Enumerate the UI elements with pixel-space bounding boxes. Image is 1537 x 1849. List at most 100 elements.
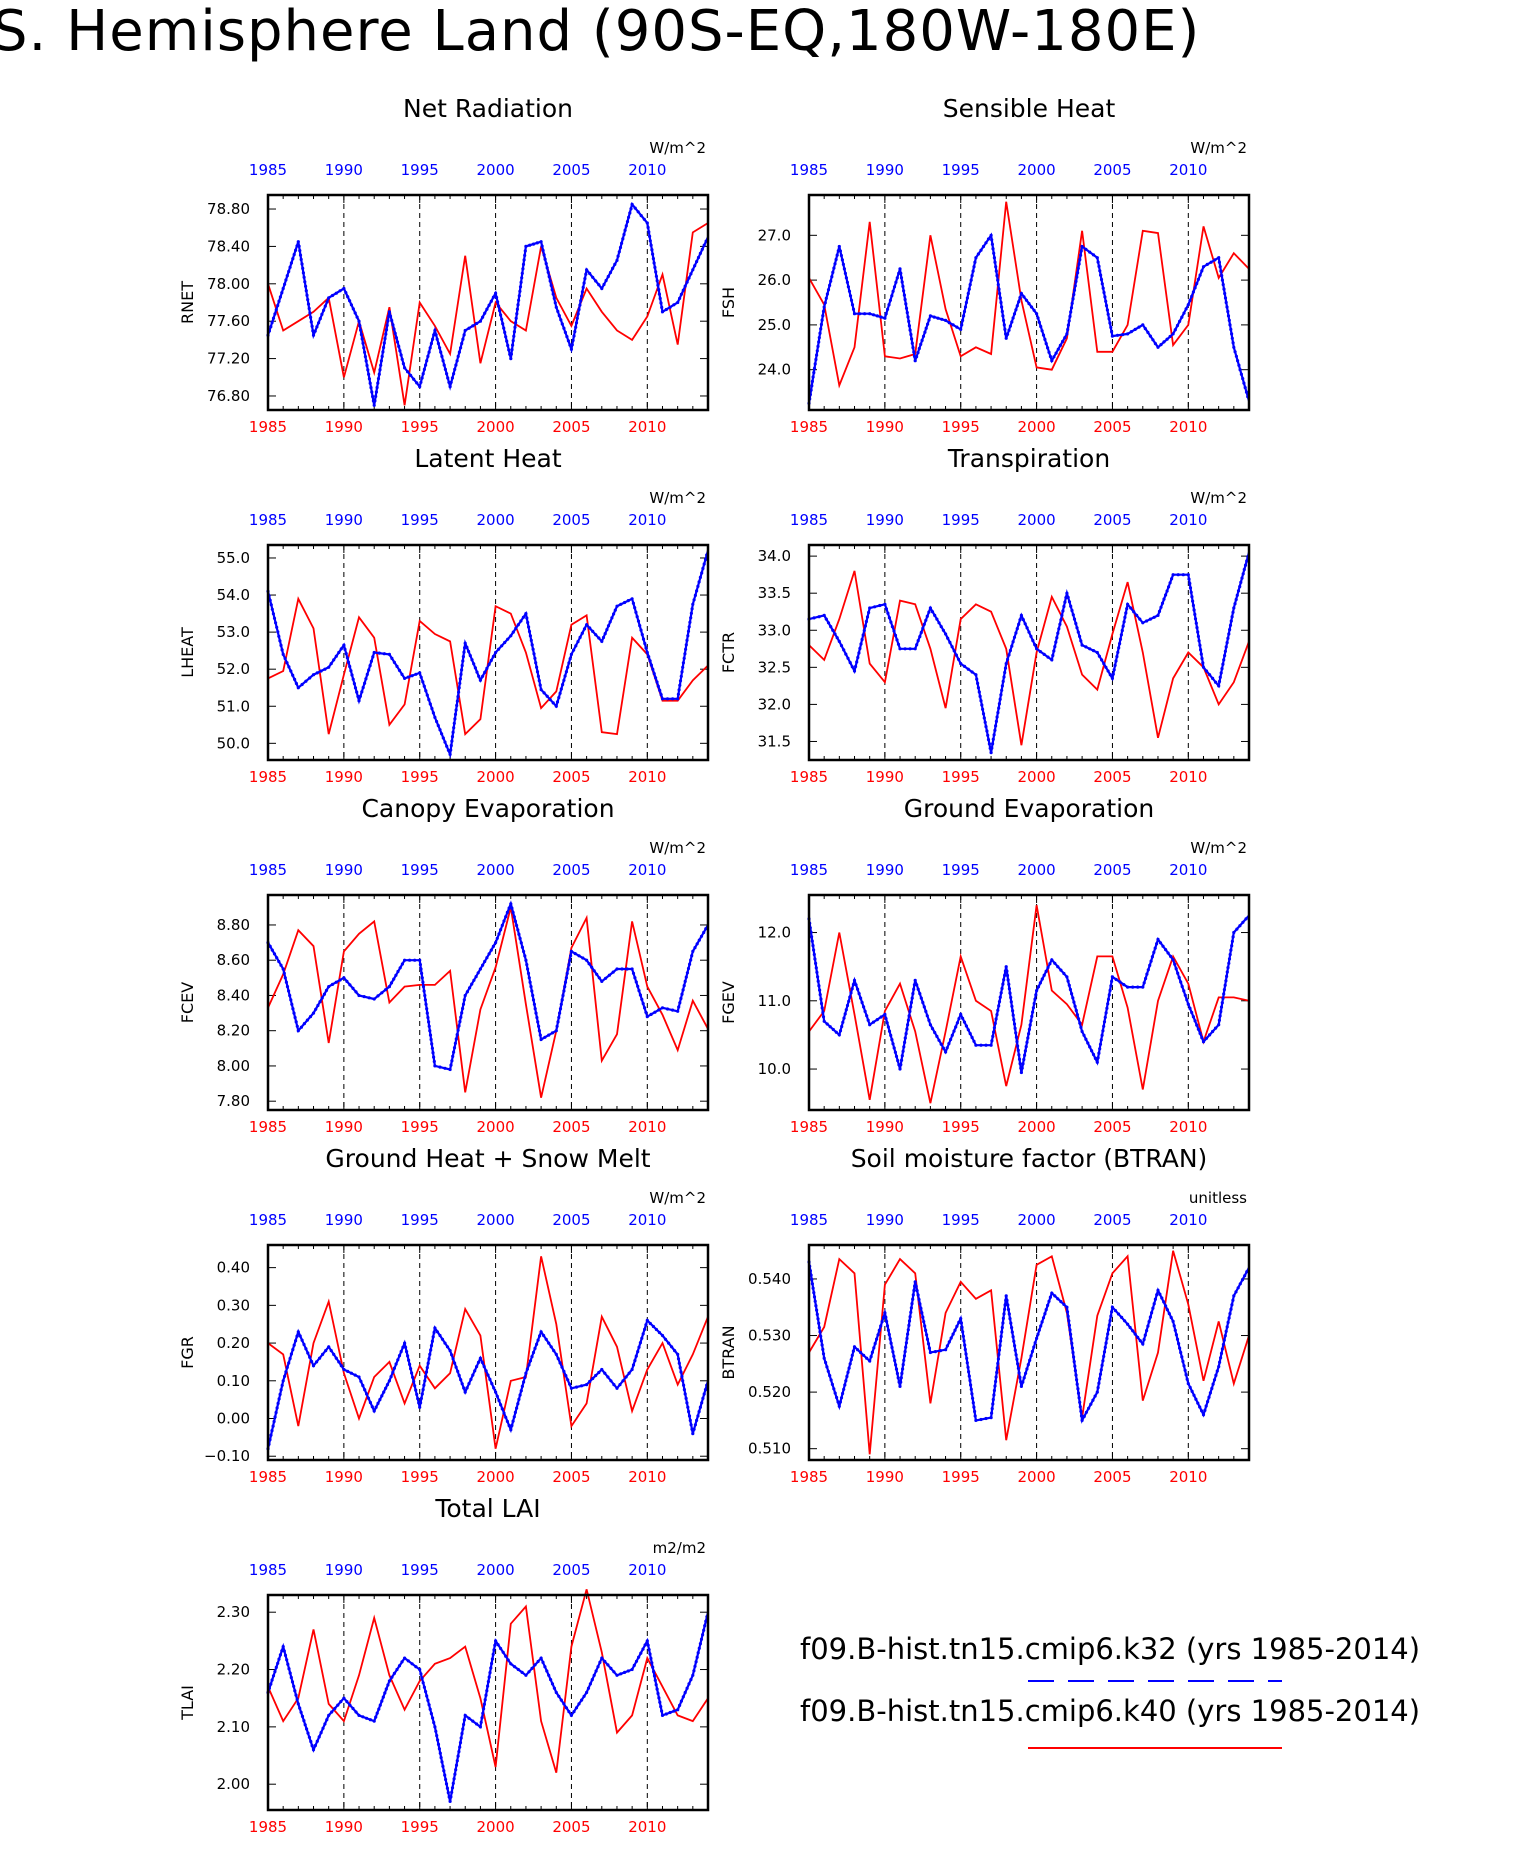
series-dot xyxy=(1051,653,1055,658)
series-dot xyxy=(1200,1409,1204,1413)
series-dot xyxy=(582,281,586,285)
series-dot xyxy=(281,967,285,971)
series-dot xyxy=(979,1417,983,1422)
series-dot xyxy=(1117,646,1121,650)
x-tick-label-bottom: 1995 xyxy=(942,768,980,786)
series-dot xyxy=(835,253,839,257)
series-dot xyxy=(451,1357,455,1361)
series-dot xyxy=(1217,684,1221,688)
series-dot xyxy=(1027,1032,1031,1036)
series-dot xyxy=(1003,1303,1007,1307)
series-dot xyxy=(511,339,515,343)
series-dot xyxy=(281,652,285,657)
series-dot xyxy=(1013,1344,1017,1348)
series-dot xyxy=(884,1017,888,1021)
x-tick-label-top: 2005 xyxy=(552,511,590,529)
series-dot xyxy=(1234,354,1238,358)
series-dot xyxy=(423,993,427,998)
series-dot xyxy=(1077,262,1081,266)
series-dot xyxy=(677,1005,681,1009)
series-dot xyxy=(1105,1336,1109,1341)
x-tick-label-top: 1990 xyxy=(325,161,363,179)
series-dot xyxy=(583,277,587,281)
series-dot xyxy=(824,296,828,300)
series-dot xyxy=(1236,359,1240,363)
series-dot xyxy=(1230,944,1234,948)
series-dot xyxy=(377,1707,381,1711)
series-dot xyxy=(870,1350,875,1354)
series-dot xyxy=(604,278,608,283)
series-dot xyxy=(1074,1373,1078,1377)
series-dot xyxy=(588,1379,592,1384)
series-dot xyxy=(809,388,813,392)
series-dot xyxy=(1109,984,1113,988)
series-dot xyxy=(410,674,414,678)
series-dot xyxy=(881,1315,886,1319)
series-dot xyxy=(872,1346,876,1350)
series-dot xyxy=(838,1029,843,1033)
series-dot xyxy=(452,1777,456,1781)
series-dot xyxy=(960,1325,964,1329)
series-dot xyxy=(1182,1364,1186,1368)
series-dot xyxy=(446,1791,450,1795)
series-dot xyxy=(421,1681,425,1685)
series-dot xyxy=(1017,300,1021,304)
series-dot xyxy=(1100,282,1104,286)
series-dot xyxy=(427,1703,431,1707)
plot-frame xyxy=(266,1243,710,1462)
series-dot xyxy=(286,1662,290,1666)
series-dot xyxy=(645,1639,649,1643)
series-dot xyxy=(588,271,592,276)
series-dot xyxy=(294,1693,298,1697)
series-dot xyxy=(442,1769,446,1773)
series-dot xyxy=(857,651,861,655)
series-dot xyxy=(1087,1406,1091,1410)
series-dot xyxy=(983,720,987,724)
series-dot xyxy=(868,606,872,610)
y-tick-label: 7.80 xyxy=(217,1092,250,1110)
series-dot xyxy=(552,1686,557,1690)
series-dot xyxy=(487,303,491,307)
series-dot xyxy=(403,1656,407,1660)
series-dot xyxy=(691,1673,695,1677)
series-dot xyxy=(623,1670,627,1674)
series-dot xyxy=(1217,260,1221,264)
series-dot xyxy=(293,1015,297,1020)
series-dot xyxy=(409,373,413,377)
series-dot xyxy=(450,1353,454,1357)
series-dot xyxy=(603,1371,607,1375)
series-dot xyxy=(1122,983,1126,987)
series-dot xyxy=(1072,1355,1076,1359)
series-dot xyxy=(400,357,404,361)
series-dot xyxy=(984,1416,988,1421)
series-dot xyxy=(429,1344,434,1348)
series-dot xyxy=(1076,1391,1081,1395)
series-dot xyxy=(676,1357,681,1361)
series-dot xyxy=(1198,1031,1202,1035)
series-dot xyxy=(820,1006,824,1010)
series-dot xyxy=(967,287,971,291)
series-dot xyxy=(961,1016,965,1020)
series-dot xyxy=(1244,390,1249,394)
series-dot xyxy=(937,621,941,625)
series-dot xyxy=(483,311,487,315)
series-dot xyxy=(487,1675,491,1679)
series-dot xyxy=(817,984,821,988)
series-dot xyxy=(542,691,546,695)
x-tick-label-bottom: 1985 xyxy=(790,418,828,436)
series-dot xyxy=(428,1029,432,1033)
series-dot xyxy=(818,1330,822,1334)
series-dot xyxy=(1186,1382,1190,1386)
series-dot xyxy=(435,337,439,341)
series-dot xyxy=(947,321,951,325)
series-dot xyxy=(879,1324,883,1328)
series-dot xyxy=(852,669,857,673)
series-dot xyxy=(695,589,699,593)
series-dot xyxy=(1029,634,1033,638)
series-dot xyxy=(1078,1021,1082,1025)
series-dot xyxy=(902,1045,906,1049)
series-dot xyxy=(697,580,701,584)
series-dot xyxy=(977,690,981,694)
series-dot xyxy=(1245,1270,1249,1274)
